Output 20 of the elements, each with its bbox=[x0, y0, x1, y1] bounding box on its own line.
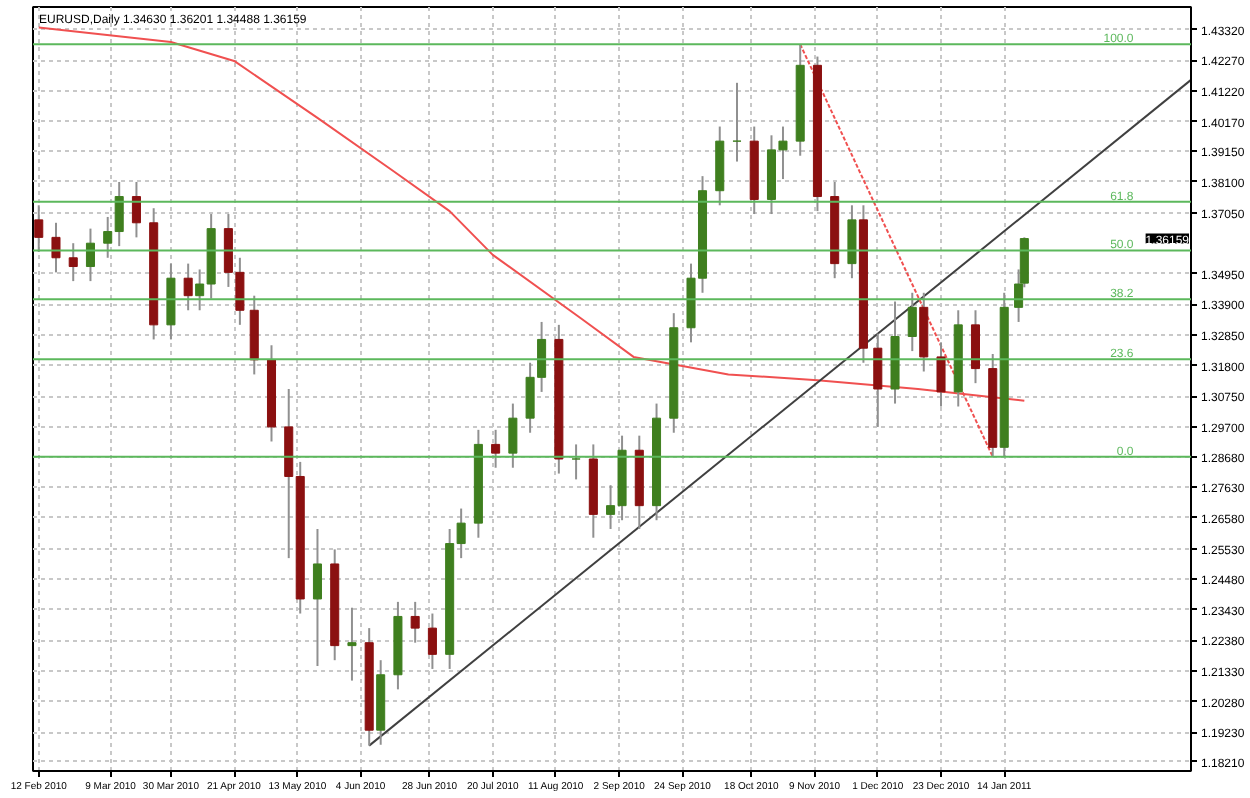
candlestick bbox=[51, 221, 61, 274]
candlestick bbox=[732, 81, 742, 163]
candlestick bbox=[936, 341, 946, 408]
candlestick bbox=[427, 612, 437, 670]
candlestick bbox=[907, 291, 917, 353]
candlestick bbox=[85, 227, 95, 283]
candlestick bbox=[847, 204, 857, 280]
candlestick bbox=[410, 600, 420, 644]
candlestick bbox=[970, 309, 981, 385]
candlestick bbox=[873, 332, 883, 428]
candlestick bbox=[347, 606, 357, 682]
candlestick bbox=[312, 527, 322, 668]
candlestick bbox=[183, 262, 193, 312]
candlestick bbox=[131, 180, 141, 239]
candlestick bbox=[491, 428, 501, 469]
candlestick bbox=[68, 242, 78, 283]
candlestick bbox=[34, 204, 44, 253]
candlestick bbox=[571, 443, 581, 481]
candlestick bbox=[166, 262, 176, 341]
candlestick bbox=[508, 402, 518, 469]
